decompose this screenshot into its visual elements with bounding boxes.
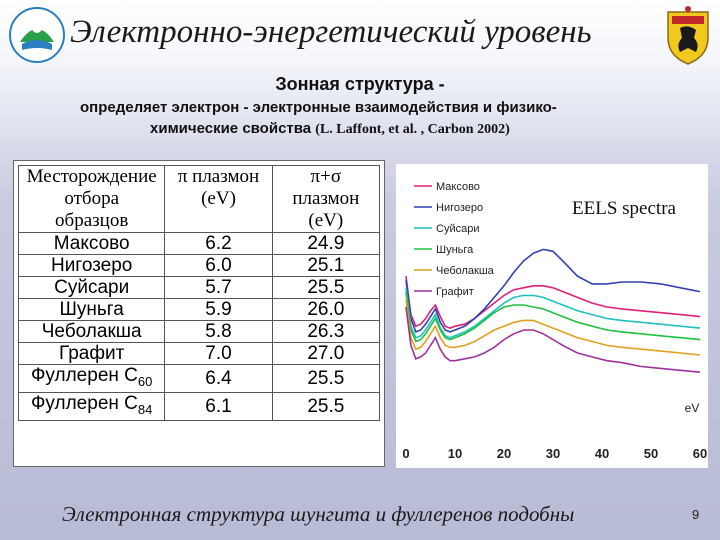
cell-deposit: Суйсари <box>17 276 166 299</box>
footer-text: Электронная структура шунгита и фуллерен… <box>62 502 575 526</box>
header-pi-sigma-plasmon: π+σ плазмон (eV) <box>271 165 381 233</box>
cell-pi-sigma: 25.5 <box>271 276 381 299</box>
x-tick-label: 10 <box>448 446 462 461</box>
cell-deposit: Фуллерен С84 <box>17 391 166 421</box>
header-pi-plasmon: π плазмон (eV) <box>164 165 273 233</box>
description-text: химические свойства <box>150 120 312 137</box>
cell-deposit: Чеболакша <box>17 320 166 343</box>
page-number: 9 <box>692 507 700 522</box>
cell-pi: 6.0 <box>164 254 273 277</box>
description-line-1: определяет электрон - электронные взаимо… <box>80 99 557 116</box>
header-deposit: Месторождение отбора образцов <box>17 165 166 233</box>
slide-title: Электронно-энергетический уровень <box>70 14 592 50</box>
legend-label: Графит <box>436 286 474 298</box>
series-line <box>405 287 701 339</box>
legend-label: Шуньга <box>436 244 474 256</box>
x-tick-label: 20 <box>497 446 511 461</box>
legend-label: Нигозеро <box>436 202 483 214</box>
header-line: образцов <box>55 210 129 231</box>
deposit-name: Фуллерен С <box>30 365 138 386</box>
table-row: Нигозеро 6.0 25.1 <box>17 254 381 277</box>
cell-deposit: Нигозеро <box>17 254 166 277</box>
subtitle: Зонная структура - <box>275 74 445 94</box>
eels-chart-container: 0 10 20 30 40 50 60 eV EELS spectra Максово Нигозе… <box>396 164 708 468</box>
series-line <box>405 291 701 343</box>
cell-pi-sigma: 24.9 <box>271 232 381 255</box>
plasmon-table: Месторождение отбора образцов π плазмон … <box>17 165 381 421</box>
table-row: Фуллерен С60 6.4 25.5 <box>17 364 381 393</box>
cell-pi: 6.1 <box>164 391 273 421</box>
table-header-row: Месторождение отбора образцов π плазмон … <box>17 165 381 233</box>
x-tick-label: 0 <box>402 446 409 461</box>
table-row: Шуньга 5.9 26.0 <box>17 298 381 321</box>
cell-deposit: Максово <box>17 232 166 255</box>
plasmon-table-container: Месторождение отбора образцов π плазмон … <box>13 160 385 467</box>
table-row: Графит 7.0 27.0 <box>17 342 381 365</box>
cell-pi-sigma: 26.0 <box>271 298 381 321</box>
cell-pi: 5.8 <box>164 320 273 343</box>
institute-logo-icon <box>9 7 65 63</box>
x-tick-label: 50 <box>644 446 658 461</box>
chart-title: EELS spectra <box>572 198 677 219</box>
table-row: Суйсари 5.7 25.5 <box>17 276 381 299</box>
series-line <box>405 306 701 373</box>
cell-pi: 5.9 <box>164 298 273 321</box>
cell-deposit: Графит <box>17 342 166 365</box>
subscript: 84 <box>137 401 153 417</box>
cell-pi: 7.0 <box>164 342 273 365</box>
header-line: (eV) <box>308 210 344 231</box>
x-axis-label: eV <box>685 401 700 415</box>
header-line: π+σ <box>310 166 342 187</box>
cell-pi-sigma: 25.5 <box>271 364 381 393</box>
reference: (L. Laffont, et al. , Carbon 2002) <box>315 122 510 137</box>
legend-label: Суйсари <box>436 223 479 235</box>
cell-pi: 6.4 <box>164 364 273 393</box>
cell-pi: 6.2 <box>164 232 273 255</box>
cell-pi-sigma: 25.1 <box>271 254 381 277</box>
cell-pi: 5.7 <box>164 276 273 299</box>
header-line: π плазмон <box>177 166 260 187</box>
table-row: Чеболакша 5.8 26.3 <box>17 320 381 343</box>
coat-of-arms-icon <box>667 6 709 65</box>
legend-label: Чеболакша <box>436 265 495 277</box>
x-tick-label: 60 <box>693 446 707 461</box>
cell-pi-sigma: 27.0 <box>271 342 381 365</box>
x-tick-label: 30 <box>546 446 560 461</box>
cell-pi-sigma: 25.5 <box>271 391 381 421</box>
legend-label: Максово <box>436 181 480 193</box>
table-row: Максово 6.2 24.9 <box>17 232 381 255</box>
description-line-2: химические свойства (L. Laffont, et al. … <box>150 120 710 138</box>
table-row: Фуллерен С84 6.1 25.5 <box>17 391 381 421</box>
eels-chart: 0 10 20 30 40 50 60 eV EELS spectra Максово Нигозе… <box>402 181 707 461</box>
deposit-name: Фуллерен С <box>30 392 138 414</box>
cell-pi-sigma: 26.3 <box>271 320 381 343</box>
header-line: отбора <box>64 188 119 209</box>
series-line <box>405 276 701 329</box>
header-line: плазмон <box>292 188 360 209</box>
table-body: Максово 6.2 24.9 Нигозеро 6.0 25.1 Суйсари 5.… <box>17 232 381 421</box>
series-line <box>405 299 701 356</box>
subscript: 60 <box>137 373 153 389</box>
series-line <box>405 248 701 333</box>
header-line: (eV) <box>201 188 236 209</box>
cell-deposit: Шуньга <box>17 298 166 321</box>
header-line: Месторождение <box>26 166 157 187</box>
cell-deposit: Фуллерен С60 <box>17 364 166 393</box>
x-tick-label: 40 <box>595 446 609 461</box>
